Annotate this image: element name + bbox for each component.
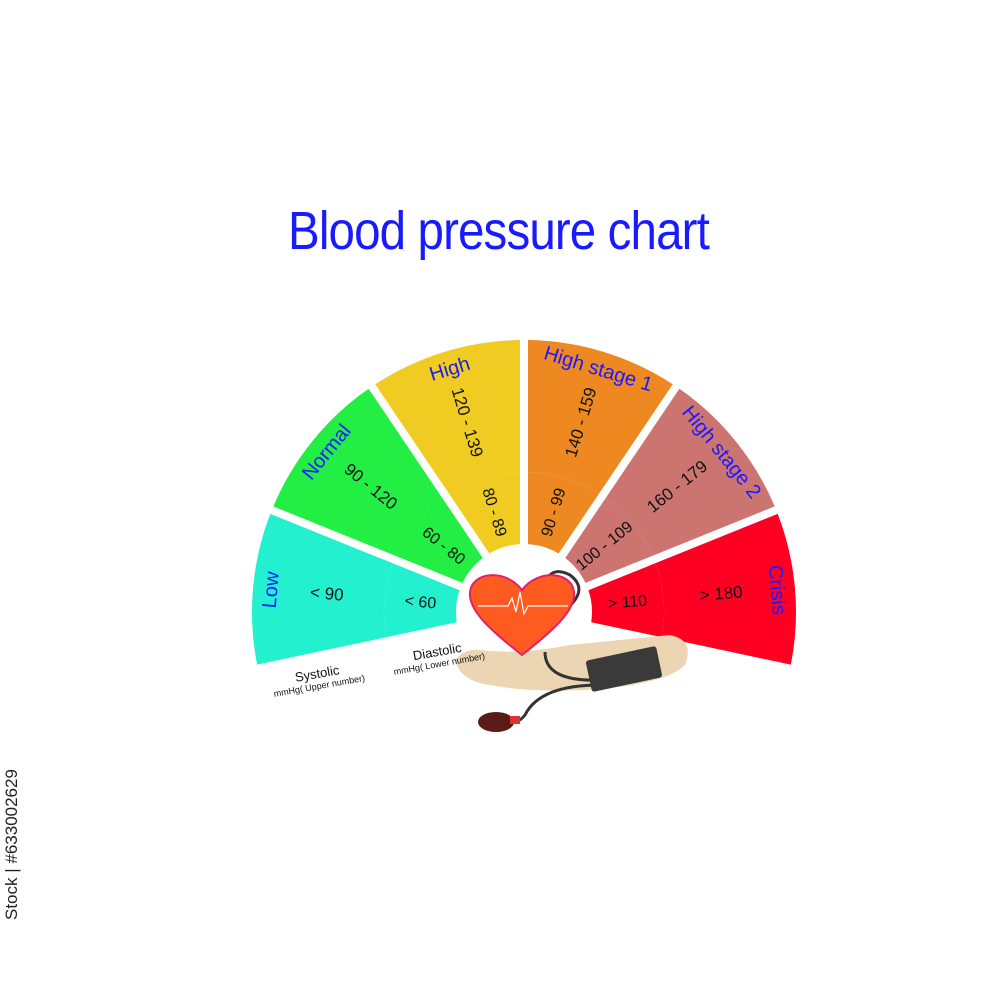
diastolic-segment-4 — [565, 498, 653, 583]
systolic-segment-1 — [273, 388, 443, 556]
cuff — [586, 646, 662, 692]
systolic-range-label: < 90 — [309, 583, 344, 605]
heartbeat-line — [478, 591, 568, 616]
diastolic-segment-0 — [384, 563, 460, 638]
category-label: Low — [259, 570, 284, 609]
diastolic-range-label: < 60 — [404, 593, 437, 613]
systolic-segment-5 — [655, 513, 796, 665]
systolic-range-label: > 180 — [699, 582, 744, 605]
category-label: Crisis — [764, 564, 790, 616]
valve — [510, 716, 520, 724]
systolic-segment-0 — [252, 513, 393, 665]
diastolic-range-label: > 110 — [607, 592, 648, 612]
blood-pressure-monitor-illustration — [455, 570, 688, 732]
diastolic-segment-5 — [588, 563, 664, 638]
diastolic-segment-3 — [527, 472, 599, 554]
heart-icon — [468, 574, 576, 657]
diastolic-segment-1 — [395, 498, 483, 583]
pump-bulb — [478, 712, 514, 732]
systolic-segment-3 — [527, 340, 673, 494]
stock-id-watermark: Stock | #633002629 — [2, 769, 21, 920]
diastolic-segment-2 — [449, 472, 521, 554]
systolic-segment-2 — [375, 340, 521, 494]
chart-title: Blood pressure chart — [288, 201, 710, 261]
systolic-segment-4 — [605, 388, 775, 556]
